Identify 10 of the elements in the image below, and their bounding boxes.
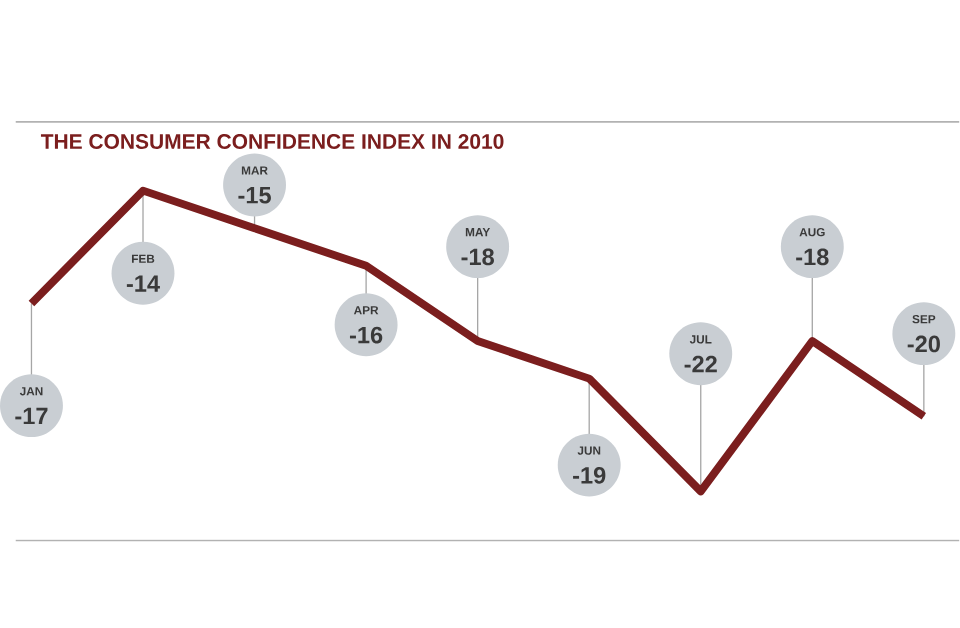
data-label: -15 xyxy=(238,186,271,204)
data-label: -17 xyxy=(15,407,48,424)
chart-title: THE CONSUMER CONFIDENCE INDEX IN 2010 xyxy=(40,133,504,149)
data-label: -20 xyxy=(907,335,940,352)
data-label: -14 xyxy=(126,274,160,292)
data-label: -16 xyxy=(349,326,383,343)
data-label: -22 xyxy=(684,355,717,372)
data-label: -18 xyxy=(461,248,494,265)
data-label: -19 xyxy=(573,466,606,484)
data-label: -18 xyxy=(796,248,829,265)
